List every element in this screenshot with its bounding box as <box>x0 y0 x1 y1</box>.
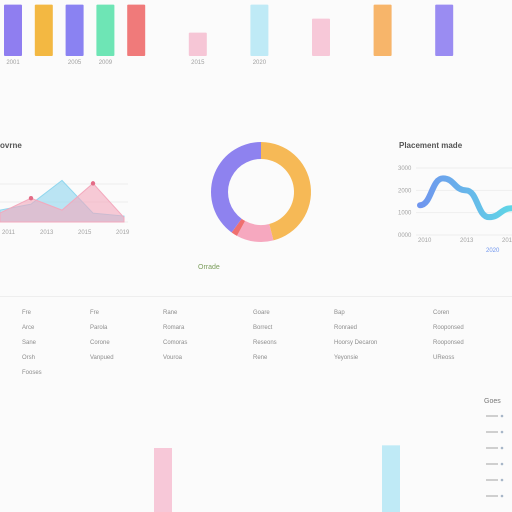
bar-2 <box>65 4 84 56</box>
table-cell: Orsh <box>22 355 36 361</box>
right-xtick-label: 2016 <box>502 238 512 244</box>
right-ytick-label: 2000 <box>398 188 412 194</box>
donut-chart-svg <box>211 142 311 242</box>
left-tick-label: 2011 <box>2 230 16 236</box>
left-tick-label: 2019 <box>116 230 130 236</box>
donut-legend: Orrade <box>198 264 220 271</box>
bar-tick-label: 2005 <box>68 60 82 66</box>
table-cell: Comoras <box>163 340 188 346</box>
right-ytick-label: 1000 <box>398 211 412 217</box>
table-cell: Goare <box>253 310 270 316</box>
bottom-right-dot <box>500 414 504 418</box>
table-cell: Arce <box>22 325 35 331</box>
table-cell: Bap <box>334 310 345 316</box>
bottom-right-dot <box>500 446 504 450</box>
table-cell: Parola <box>90 325 108 331</box>
bar-10 <box>312 18 330 57</box>
bar-12 <box>373 4 392 56</box>
bar-8 <box>250 4 269 56</box>
table-cell: Fre <box>22 310 31 316</box>
bar-tick-label: 2020 <box>253 60 267 66</box>
bar-14 <box>435 4 454 56</box>
table-cell: Rane <box>163 310 178 316</box>
table-cell: Ronraed <box>334 325 358 331</box>
donut-chart: Orrade <box>190 130 340 280</box>
bottom-bar-1 <box>382 445 400 512</box>
section-divider <box>0 296 512 297</box>
table-cell: Fre <box>90 310 99 316</box>
donut-slice-0 <box>261 142 311 241</box>
bottom-bar-chart <box>0 420 512 512</box>
bar-3 <box>96 4 115 56</box>
top-bar-chart: 2001 2005 2009 2015 2020 <box>0 0 512 80</box>
table-cell: Coren <box>433 310 450 316</box>
top-bar-chart-svg: 2001 2005 2009 2015 2020 <box>4 4 454 66</box>
bar-6 <box>188 32 207 56</box>
table-cell: Reseons <box>253 340 277 346</box>
bar-1 <box>34 4 53 56</box>
bar-tick-label: 2001 <box>6 60 20 66</box>
table-cell: Vanpued <box>90 355 114 361</box>
bottom-right-dot <box>500 430 504 434</box>
table-cell: Borrect <box>253 325 273 331</box>
left-line-chart: ovrne 2011 2013 2015 2019 <box>0 130 140 260</box>
right-legend-hint: 2020 <box>486 248 500 254</box>
left-chart-title: ovrne <box>0 141 22 150</box>
left-point <box>90 181 96 186</box>
table-cell: Sane <box>22 340 37 346</box>
left-point <box>28 196 34 201</box>
table-cell: Yeyonsie <box>334 355 359 361</box>
donut-slice-1 <box>236 220 274 242</box>
data-table: Fre Fre Rane Goare Bap Coren Arce Parola Romara B… <box>0 304 512 384</box>
right-line-chart: Placement made 3000 2000 1000 0000 2010 2013 2… <box>388 130 512 260</box>
right-xtick-label: 2010 <box>418 238 432 244</box>
right-ytick-label: 0000 <box>398 233 412 239</box>
bottom-right-title: Goes <box>484 398 501 405</box>
table-cell: Fooses <box>22 370 42 376</box>
table-cell: Rene <box>253 355 268 361</box>
right-chart-title: Placement made <box>399 141 463 150</box>
right-ytick-label: 3000 <box>398 166 412 172</box>
right-xtick-label: 2013 <box>460 238 474 244</box>
right-series-line <box>417 175 512 221</box>
left-tick-label: 2013 <box>40 230 54 236</box>
table-cell: Rooponsed <box>433 325 464 331</box>
bottom-right-dot <box>500 494 504 498</box>
bottom-bar-chart-svg <box>154 445 400 512</box>
bottom-right-marks <box>486 414 504 498</box>
bottom-right-dot <box>500 462 504 466</box>
bottom-bar-0 <box>154 448 172 512</box>
table-cell: Hoorsy Decaron <box>334 340 378 346</box>
bottom-right-panel: Goes <box>470 392 512 512</box>
table-cell: Romara <box>163 325 185 331</box>
table-cell: Corone <box>90 340 110 346</box>
bar-4 <box>127 4 146 56</box>
left-tick-label: 2015 <box>78 230 92 236</box>
left-line-chart-svg: 2011 2013 2015 2019 <box>0 179 130 236</box>
bottom-right-dot <box>500 478 504 482</box>
right-line-chart-svg: 3000 2000 1000 0000 2010 2013 20162020 <box>398 166 512 254</box>
table-cell: Vouroa <box>163 355 183 361</box>
donut-slice-2 <box>231 218 246 236</box>
bar-tick-label: 2015 <box>191 60 205 66</box>
donut-slice-3 <box>211 142 261 233</box>
left-series-1 <box>0 182 125 223</box>
table-cell: UReoss <box>433 355 455 361</box>
bar-0 <box>4 4 22 56</box>
table-cell: Rooponsed <box>433 340 464 346</box>
bar-tick-label: 2009 <box>99 60 113 66</box>
